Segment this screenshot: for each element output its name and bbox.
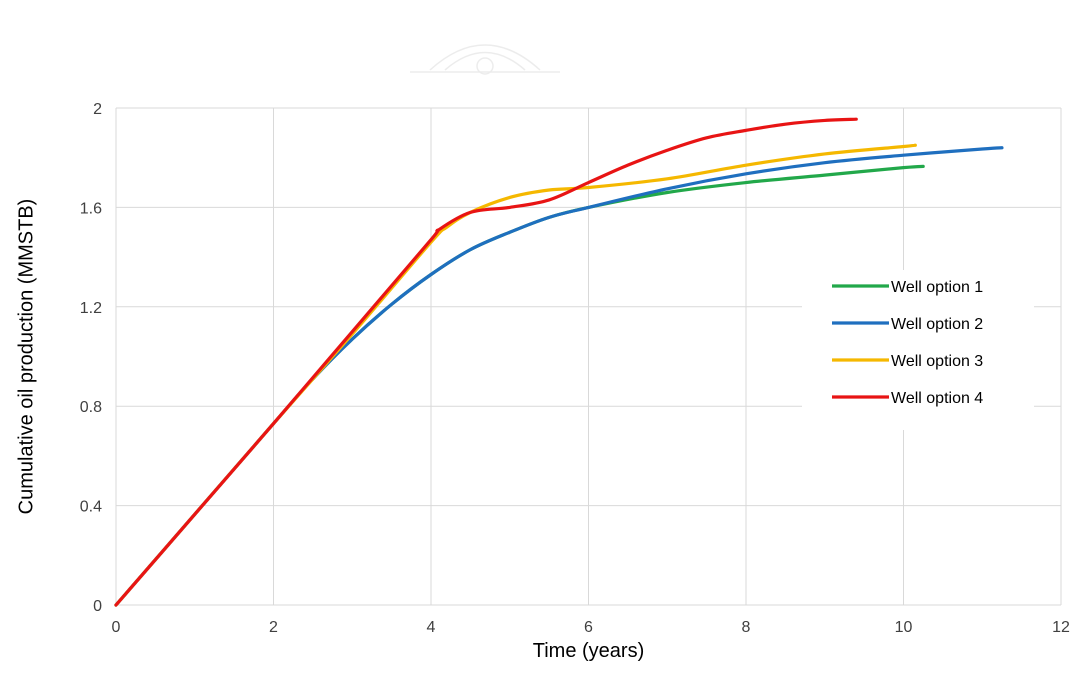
- legend-label-4: Well option 4: [891, 390, 983, 407]
- watermark-logo: [410, 44, 560, 75]
- y-tick-label: 1.2: [80, 300, 102, 317]
- y-tick-label: 1.6: [80, 200, 102, 217]
- x-tick-label: 6: [584, 619, 593, 636]
- series-layer: [114, 117, 1004, 607]
- x-tick-label: 0: [112, 619, 121, 636]
- x-tick-label: 8: [742, 619, 751, 636]
- series-line-4: [114, 117, 858, 607]
- y-tick-label: 2: [93, 101, 102, 118]
- legend-label-3: Well option 3: [891, 353, 983, 370]
- y-axis-title: Cumulative oil production (MMSTB): [15, 199, 37, 515]
- legend-label-2: Well option 2: [891, 316, 983, 333]
- x-tick-label: 10: [895, 619, 913, 636]
- x-tick-label: 2: [269, 619, 278, 636]
- y-tick-label: 0.4: [80, 499, 102, 516]
- series-line-3: [114, 143, 917, 607]
- x-tick-label: 12: [1052, 619, 1070, 636]
- legend-background: [802, 270, 1034, 430]
- y-tick-label: 0: [93, 598, 102, 615]
- axes: 0 2 4 6 8 10 12 0 0.4 0.8 1.2 1.6 2: [80, 101, 1070, 636]
- legend: Well option 1 Well option 2 Well option 3 W…: [802, 270, 1034, 430]
- x-axis-title: Time (years): [533, 640, 644, 662]
- legend-label-1: Well option 1: [891, 279, 983, 296]
- y-tick-label: 0.8: [80, 399, 102, 416]
- x-tick-label: 4: [427, 619, 436, 636]
